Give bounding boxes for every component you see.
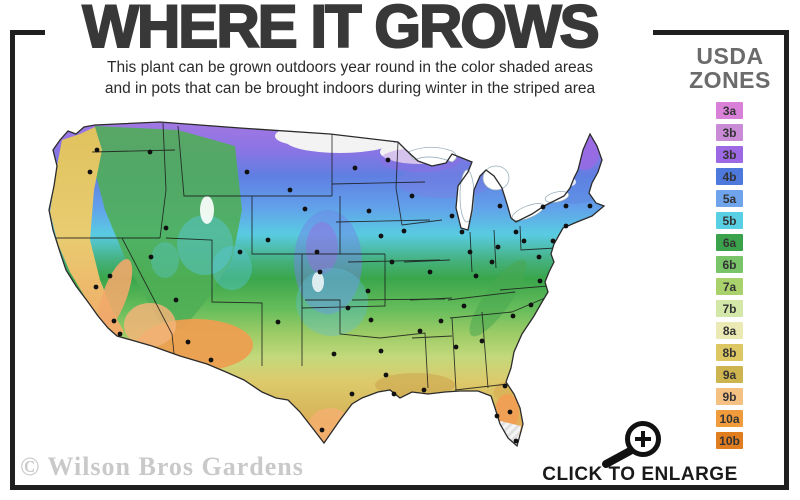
zone-swatch-3a: 3a [716,102,743,119]
subtitle-line-1: This plant can be grown outdoors year ro… [107,59,593,76]
usda-zones-legend: 3a 3b 3b 4b 5a 5b 6a 6b 7a 7b 8a 8b 9a 9b 10a 10b [716,102,743,454]
subtitle-line-2: and in pots that can be brought indoors … [104,80,596,97]
zone-swatch-10b: 10b [716,432,743,449]
zone-swatch-9a: 9a [716,366,743,383]
zone-swatch-6b: 6b [716,256,743,273]
frame-border-left [10,30,15,490]
subtitle: This plant can be grown outdoors year ro… [40,57,660,99]
zone-swatch-9b: 9b [716,388,743,405]
us-outline [48,121,606,448]
legend-title-line-1: USDA [696,43,764,69]
page-title: WHERE IT GROWS [81,0,600,60]
frame-border-top-left [10,30,45,35]
watermark: © Wilson Bros Gardens [20,452,304,481]
zone-swatch-7a: 7a [716,278,743,295]
zone-swatch-10a: 10a [716,410,743,427]
magnifier-plus-icon[interactable] [592,413,670,473]
zone-swatch-4b: 4b [716,168,743,185]
zone-swatch-7b: 7b [716,300,743,317]
state-borders [50,122,557,391]
zone-swatch-8a: 8a [716,322,743,339]
zone-swatch-5a: 5a [716,190,743,207]
frame-border-right [784,30,789,490]
zone-swatch-5b: 5b [716,212,743,229]
zone-swatch-8b: 8b [716,344,743,361]
zone-swatch-6a: 6a [716,234,743,251]
frame-border-top-right [653,30,789,35]
zone-shading [49,122,604,446]
zone-swatch-3b: 3b [716,146,743,163]
click-to-enlarge-button[interactable]: CLICK TO ENLARGE [542,464,738,485]
legend-title: USDA ZONES [684,44,776,92]
frame-border-bottom [10,485,789,490]
legend-title-line-2: ZONES [689,67,771,93]
zone-swatch-3b: 3b [716,124,743,141]
city-dots [87,147,593,444]
